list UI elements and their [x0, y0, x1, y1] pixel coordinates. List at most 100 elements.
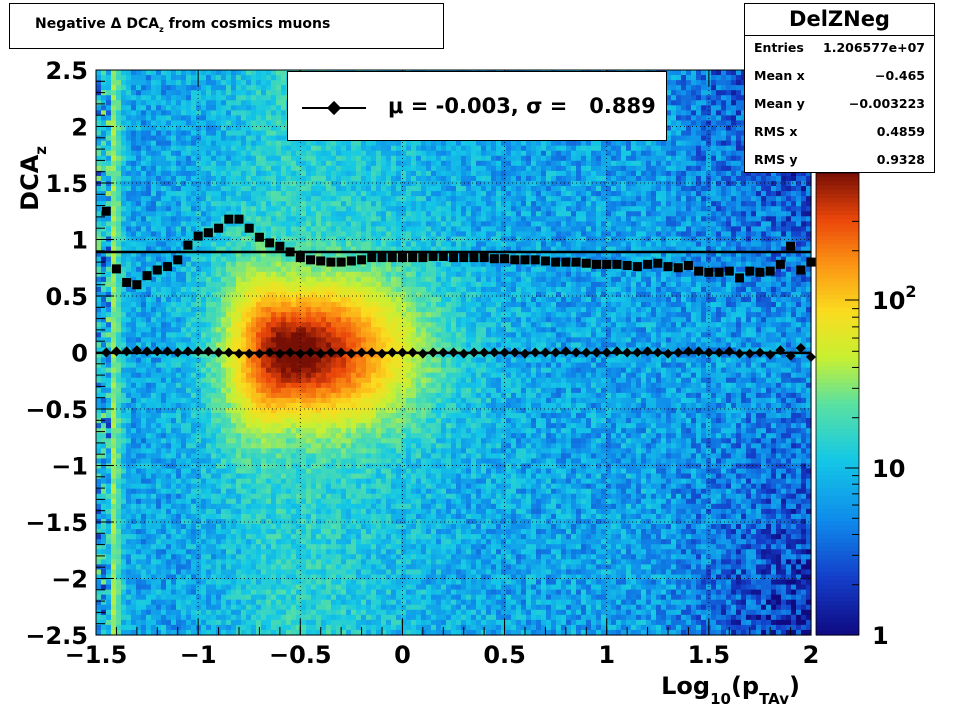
x-tick-label: 0 — [394, 641, 411, 669]
sigma-point — [326, 258, 335, 267]
sigma-point — [245, 224, 254, 233]
sigma-point — [602, 260, 611, 269]
sigma-point — [643, 260, 652, 269]
sigma-point — [235, 215, 244, 224]
sigma-point — [214, 224, 223, 233]
sigma-point — [357, 255, 366, 264]
x-tick-label: 1 — [598, 641, 615, 669]
sigma-point — [306, 255, 315, 264]
y-tick-label: 2 — [71, 114, 88, 142]
sigma-point — [664, 262, 673, 271]
sigma-point — [398, 253, 407, 262]
sigma-point — [429, 252, 438, 261]
sigma-point — [143, 271, 152, 280]
colorbar-tick-label: 10 — [872, 455, 905, 483]
y-tick-label: 1.5 — [45, 170, 88, 198]
legend-marker — [288, 72, 378, 142]
y-tick-label: −0.5 — [25, 396, 88, 424]
sigma-point — [337, 258, 346, 267]
y-tick-label: −2 — [51, 566, 88, 594]
y-tick-label: 0 — [71, 340, 88, 368]
sigma-point — [561, 258, 570, 267]
sigma-point — [674, 263, 683, 272]
sigma-point — [776, 260, 785, 269]
stats-row: Mean x −0.465 — [754, 68, 925, 83]
stats-label: Mean y — [754, 96, 805, 111]
sigma-point — [132, 280, 141, 289]
legend-text: μ = -0.003, σ = 0.889 — [388, 94, 656, 118]
x-tick-label: 0.5 — [483, 641, 526, 669]
y-tick-label: −2.5 — [25, 622, 88, 650]
sigma-point — [735, 273, 744, 282]
stats-value: −0.465 — [875, 68, 925, 83]
sigma-point — [367, 253, 376, 262]
sigma-point — [183, 241, 192, 250]
sigma-point — [715, 268, 724, 277]
stats-separator — [745, 35, 934, 36]
sigma-point — [582, 259, 591, 268]
sigma-point — [796, 266, 805, 275]
sigma-point — [704, 268, 713, 277]
stats-value: 1.206577e+07 — [823, 40, 925, 55]
sigma-point — [255, 233, 264, 242]
sigma-point — [122, 278, 131, 287]
x-axis-label: Log10(pTAv) — [661, 672, 800, 707]
sigma-point — [766, 267, 775, 276]
sigma-point — [469, 253, 478, 262]
sigma-point — [275, 242, 284, 251]
sigma-point — [316, 256, 325, 265]
sigma-point — [112, 264, 121, 273]
sigma-point — [612, 260, 621, 269]
stats-label: RMS y — [754, 152, 798, 167]
y-tick-label: 1 — [71, 227, 88, 255]
chart-title: Negative Δ DCAz from cosmics muons — [35, 16, 330, 34]
sigma-point — [521, 255, 530, 264]
stats-row: RMS y 0.9328 — [754, 152, 925, 167]
sigma-point — [480, 253, 489, 262]
sigma-point — [684, 261, 693, 270]
x-tick-label: 1.5 — [688, 641, 731, 669]
y-tick-label: 0.5 — [45, 283, 88, 311]
sigma-point — [551, 258, 560, 267]
sigma-point — [378, 253, 387, 262]
stats-value: 0.9328 — [877, 152, 925, 167]
sigma-point — [224, 215, 233, 224]
sigma-point — [408, 253, 417, 262]
sigma-point — [347, 256, 356, 265]
sigma-point — [286, 247, 295, 256]
x-tick-label: −0.5 — [269, 641, 332, 669]
sigma-point — [449, 253, 458, 262]
sigma-point — [296, 253, 305, 262]
stats-label: Mean x — [754, 68, 805, 83]
sigma-point — [163, 262, 172, 271]
sigma-point — [653, 259, 662, 268]
y-tick-label: −1 — [51, 453, 88, 481]
sigma-point — [633, 262, 642, 271]
sigma-point — [531, 255, 540, 264]
sigma-point — [500, 254, 509, 263]
sigma-point — [173, 255, 182, 264]
y-tick-label: 2.5 — [45, 57, 88, 85]
x-tick-label: 2 — [803, 641, 820, 669]
stats-row: Mean y −0.003223 — [754, 96, 925, 111]
sigma-point — [490, 254, 499, 263]
sigma-point — [439, 252, 448, 261]
sigma-point — [153, 266, 162, 275]
stats-label: Entries — [754, 40, 804, 55]
sigma-point — [786, 242, 795, 251]
stats-row: Entries 1.206577e+07 — [754, 40, 925, 55]
sigma-point — [745, 267, 754, 276]
stats-box: DelZNeg Entries 1.206577e+07 Mean x −0.465… — [744, 3, 935, 173]
stats-row: RMS x 0.4859 — [754, 124, 925, 139]
sigma-point — [459, 253, 468, 262]
sigma-point — [623, 261, 632, 270]
title-box: Negative Δ DCAz from cosmics muons — [9, 3, 444, 49]
sigma-point — [510, 255, 519, 264]
colorbar-tick-label: 1 — [872, 622, 889, 650]
stats-label: RMS x — [754, 124, 797, 139]
x-tick-label: −1 — [180, 641, 217, 669]
sigma-point — [572, 258, 581, 267]
stats-value: 0.4859 — [877, 124, 925, 139]
stats-value: −0.003223 — [849, 96, 925, 111]
